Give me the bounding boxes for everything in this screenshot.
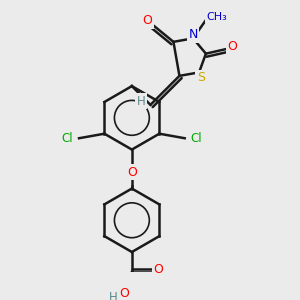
Text: S: S (197, 71, 205, 84)
Text: CH₃: CH₃ (206, 12, 227, 22)
Text: N: N (188, 28, 198, 41)
Text: O: O (153, 263, 163, 276)
Text: Cl: Cl (61, 132, 73, 145)
Text: O: O (119, 287, 129, 300)
Text: O: O (227, 40, 237, 53)
Text: Cl: Cl (191, 132, 202, 145)
Text: H: H (137, 95, 146, 108)
Text: H: H (109, 291, 117, 300)
Text: O: O (127, 166, 137, 179)
Text: O: O (142, 14, 152, 28)
